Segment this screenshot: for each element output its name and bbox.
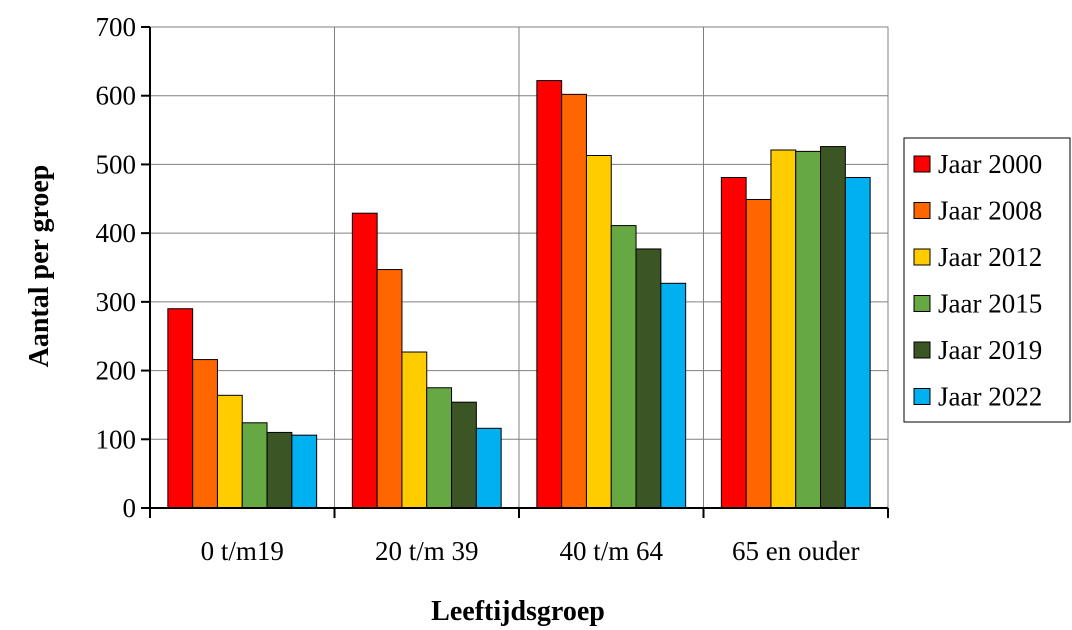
legend-swatch bbox=[913, 202, 931, 219]
legend-swatch bbox=[913, 155, 931, 173]
bar bbox=[585, 154, 612, 509]
bar bbox=[451, 401, 477, 509]
y-tick-label: 0 bbox=[123, 493, 137, 523]
bar bbox=[660, 282, 687, 509]
y-axis-title: Aantal per groep bbox=[24, 165, 55, 368]
bar bbox=[536, 80, 563, 509]
bar bbox=[561, 93, 587, 509]
x-tick-labels: 0 t/m19 20 t/m 39 40 t/m 64 65 en ouder bbox=[201, 536, 860, 566]
bar bbox=[770, 149, 797, 509]
bar bbox=[475, 427, 502, 509]
legend-label: Jaar 2015 bbox=[938, 289, 1042, 319]
bar bbox=[401, 351, 428, 509]
bar bbox=[167, 308, 194, 509]
bar bbox=[241, 422, 268, 509]
legend-box bbox=[903, 137, 1071, 423]
legend-swatch bbox=[913, 341, 931, 359]
bar bbox=[720, 176, 747, 509]
bar bbox=[192, 359, 218, 509]
x-axis-title: Leeftijdsgroep bbox=[431, 596, 605, 627]
bar bbox=[266, 431, 293, 509]
legend-label: Jaar 2022 bbox=[938, 382, 1042, 412]
x-tick-label: 40 t/m 64 bbox=[559, 536, 663, 566]
legend: Jaar 2000 Jaar 2008 Jaar 2012 Jaar 2015 Jaar… bbox=[903, 137, 1071, 423]
y-tick-label: 200 bbox=[96, 356, 137, 386]
y-tick-labels: 0 100 200 300 400 500 600 700 bbox=[96, 12, 137, 523]
y-tick-label: 400 bbox=[96, 218, 137, 248]
x-tick-label: 0 t/m19 bbox=[201, 536, 284, 566]
bar bbox=[376, 269, 403, 509]
bars bbox=[167, 80, 871, 509]
bar bbox=[351, 212, 378, 509]
legend-label: Jaar 2019 bbox=[938, 335, 1042, 365]
y-tick-label: 700 bbox=[96, 12, 137, 42]
legend-label: Jaar 2012 bbox=[938, 242, 1042, 272]
bar bbox=[610, 225, 637, 509]
y-tick-label: 100 bbox=[96, 424, 137, 454]
y-tick-label: 600 bbox=[96, 81, 137, 111]
bar bbox=[844, 176, 871, 509]
x-tick-label: 20 t/m 39 bbox=[375, 536, 479, 566]
legend-label: Jaar 2008 bbox=[938, 196, 1042, 226]
legend-swatch bbox=[913, 248, 931, 266]
x-tick-label: 65 en ouder bbox=[732, 536, 859, 566]
bar bbox=[820, 146, 846, 509]
bar bbox=[795, 150, 822, 509]
bar bbox=[426, 387, 453, 509]
legend-label: Jaar 2000 bbox=[938, 149, 1042, 179]
bar bbox=[291, 434, 318, 509]
legend-swatch bbox=[913, 388, 931, 405]
y-tick-label: 500 bbox=[96, 149, 137, 179]
legend-swatch bbox=[913, 295, 931, 312]
bar bbox=[635, 248, 662, 509]
bar bbox=[745, 198, 772, 509]
bar bbox=[216, 394, 243, 509]
axes bbox=[141, 26, 889, 518]
y-tick-label: 300 bbox=[96, 287, 137, 317]
